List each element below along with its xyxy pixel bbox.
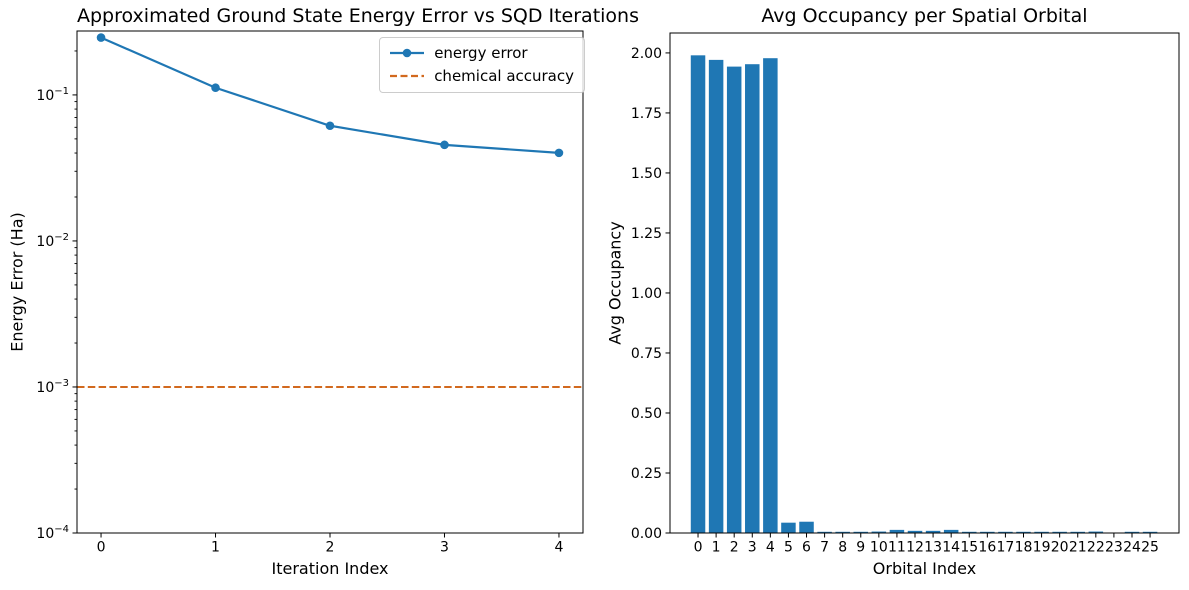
x-tick-label: 17 <box>997 540 1015 556</box>
occupancy-bar <box>1124 531 1140 533</box>
x-tick-label: 0 <box>694 540 703 556</box>
x-tick-label: 18 <box>1015 540 1033 556</box>
x-tick-label: 11 <box>888 540 906 556</box>
left-chart-x-axis-label: Iteration Index <box>271 559 389 578</box>
occupancy-bar <box>726 66 742 533</box>
y-tick-label: 0.50 <box>631 406 662 422</box>
x-tick-label: 0 <box>97 540 106 556</box>
x-tick-label: 25 <box>1141 540 1159 556</box>
x-tick-label: 8 <box>838 540 847 556</box>
occupancy-bar <box>1016 531 1031 533</box>
axes-spine <box>669 32 1180 534</box>
occupancy-bar <box>962 531 977 533</box>
left-chart-plot-area: 0 1 2 3 4 10−4 10−3 10−2 10−1 <box>36 30 584 556</box>
energy-error-data-point <box>325 121 335 131</box>
x-tick-label: 9 <box>856 540 865 556</box>
x-tick-label: 20 <box>1051 540 1069 556</box>
chemical-accuracy-dashed-line-icon <box>389 68 425 84</box>
occupancy-bar <box>871 531 887 533</box>
y-tick-label: 2.00 <box>631 46 662 62</box>
right-chart-x-axis-label: Orbital Index <box>872 559 977 578</box>
occupancy-bar <box>781 522 796 533</box>
occupancy-chart: Avg Occupancy per Spatial Orbital Avg Oc… <box>600 0 1189 590</box>
occupancy-bar <box>853 531 869 533</box>
y-tick-label: 1.50 <box>631 166 662 182</box>
x-tick-label: 14 <box>942 540 960 556</box>
legend-label-energy-error: energy error <box>434 44 528 62</box>
x-tick-label: 22 <box>1087 540 1105 556</box>
x-tick-label: 1 <box>211 540 220 556</box>
occupancy-bar <box>763 58 778 533</box>
x-tick-label: 19 <box>1033 540 1051 556</box>
y-tick-label: 1.75 <box>631 106 662 122</box>
energy-error-line-icon <box>389 45 425 61</box>
occupancy-bar <box>925 530 941 533</box>
x-tick-label: 4 <box>554 540 563 556</box>
energy-error-data-point <box>96 33 106 42</box>
right-chart-plot-area: 0 1 2 3 4 5 6 7 8 9 10 11 12 13 14 15 16 17 18 19 20 21 22 23 24… <box>631 32 1180 556</box>
y-tick-label: 0.25 <box>631 466 662 482</box>
y-tick-label: 10−4 <box>36 524 69 542</box>
x-tick-label: 16 <box>978 540 996 556</box>
y-tick-label: 10−2 <box>36 232 69 250</box>
occupancy-bar <box>907 530 923 533</box>
x-tick-label: 2 <box>730 540 739 556</box>
y-tick-label: 1.25 <box>631 226 662 242</box>
occupancy-bar <box>745 64 760 534</box>
y-tick-label: 10−1 <box>36 86 69 104</box>
occupancy-bar <box>817 531 832 533</box>
occupancy-bar <box>835 531 850 533</box>
legend-entry-chemical-accuracy: chemical accuracy <box>389 67 574 85</box>
y-tick-label: 0.75 <box>631 346 662 362</box>
axes-spine <box>76 30 584 534</box>
occupancy-bar <box>1088 531 1104 533</box>
occupancy-bar <box>1142 531 1158 533</box>
x-tick-label: 23 <box>1105 540 1123 556</box>
y-tick-label: 0.00 <box>631 526 662 542</box>
x-tick-label: 3 <box>440 540 449 556</box>
x-tick-label: 24 <box>1123 540 1141 556</box>
energy-error-data-point <box>554 148 564 158</box>
occupancy-bar <box>980 531 995 533</box>
x-tick-label: 7 <box>820 540 829 556</box>
legend-label-chemical-accuracy: chemical accuracy <box>434 67 574 85</box>
occupancy-bar <box>1034 531 1049 533</box>
x-tick-label: 2 <box>326 540 335 556</box>
x-tick-label: 21 <box>1069 540 1087 556</box>
occupancy-bar <box>889 529 905 533</box>
energy-error-data-point <box>440 140 449 150</box>
occupancy-bar <box>1070 531 1085 533</box>
x-tick-label: 12 <box>906 540 924 556</box>
y-tick-label: 10−3 <box>36 378 69 396</box>
x-tick-label: 3 <box>748 540 757 556</box>
x-tick-label: 5 <box>784 540 793 556</box>
energy-error-data-point <box>211 83 220 93</box>
occupancy-bar <box>690 55 706 533</box>
occupancy-bar <box>943 529 959 533</box>
occupancy-bar <box>998 531 1013 533</box>
occupancy-bar <box>708 59 724 533</box>
x-tick-label: 1 <box>712 540 721 556</box>
right-chart-title: Avg Occupancy per Spatial Orbital <box>761 5 1088 27</box>
legend-entry-energy-error: energy error <box>389 44 574 62</box>
x-tick-label: 10 <box>870 540 888 556</box>
energy-error-chart: Approximated Ground State Energy Error v… <box>8 5 640 578</box>
x-tick-label: 15 <box>960 540 978 556</box>
occupancy-bar <box>799 521 814 533</box>
left-chart-title: Approximated Ground State Energy Error v… <box>77 5 639 27</box>
y-tick-label: 1.00 <box>631 286 662 302</box>
legend-box: energy error chemical accuracy <box>379 37 585 93</box>
occupancy-bar <box>1052 531 1067 533</box>
x-tick-label: 4 <box>766 540 775 556</box>
x-tick-label: 6 <box>802 540 811 556</box>
x-tick-label: 13 <box>924 540 942 556</box>
